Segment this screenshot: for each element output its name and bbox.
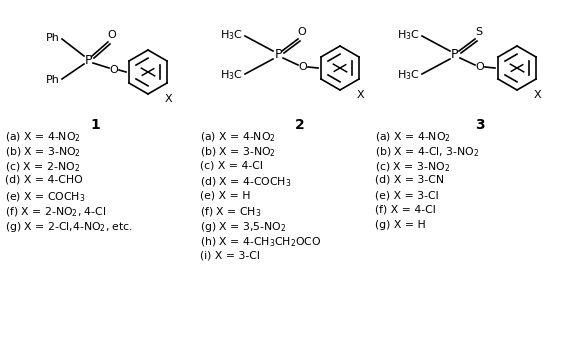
Text: (c) X = 4-Cl: (c) X = 4-Cl bbox=[200, 160, 263, 170]
Text: S: S bbox=[476, 27, 482, 37]
Text: (b) X = 3-NO$_2$: (b) X = 3-NO$_2$ bbox=[5, 145, 81, 158]
Text: (d) X = 4-COCH$_3$: (d) X = 4-COCH$_3$ bbox=[200, 175, 292, 189]
Text: (f) X = CH$_3$: (f) X = CH$_3$ bbox=[200, 205, 261, 218]
Text: O: O bbox=[299, 62, 307, 72]
Text: (e) X = H: (e) X = H bbox=[200, 190, 250, 200]
Text: (g) X = 2-Cl,4-NO$_2$, etc.: (g) X = 2-Cl,4-NO$_2$, etc. bbox=[5, 220, 133, 234]
Text: H$_3$C: H$_3$C bbox=[220, 68, 243, 82]
Text: O: O bbox=[476, 62, 484, 72]
Text: Ph: Ph bbox=[46, 75, 60, 85]
Text: O: O bbox=[297, 27, 307, 37]
Text: H$_3$C: H$_3$C bbox=[397, 68, 420, 82]
Text: 1: 1 bbox=[90, 118, 100, 132]
Text: (g) X = H: (g) X = H bbox=[375, 220, 426, 230]
Text: (i) X = 3-Cl: (i) X = 3-Cl bbox=[200, 250, 260, 260]
Text: (d) X = 3-CN: (d) X = 3-CN bbox=[375, 175, 444, 185]
Text: 3: 3 bbox=[475, 118, 485, 132]
Text: (e) X = COCH$_3$: (e) X = COCH$_3$ bbox=[5, 190, 85, 204]
Text: X: X bbox=[164, 94, 172, 104]
Text: H$_3$C: H$_3$C bbox=[397, 28, 420, 42]
Text: (c) X = 2-NO$_2$: (c) X = 2-NO$_2$ bbox=[5, 160, 80, 174]
Text: X: X bbox=[356, 90, 364, 100]
Text: (c) X = 3-NO$_2$: (c) X = 3-NO$_2$ bbox=[375, 160, 450, 174]
Text: (d) X = 4-CHO: (d) X = 4-CHO bbox=[5, 175, 83, 185]
Text: (e) X = 3-Cl: (e) X = 3-Cl bbox=[375, 190, 438, 200]
Text: X: X bbox=[533, 90, 541, 100]
Text: (b) X = 3-NO$_2$: (b) X = 3-NO$_2$ bbox=[200, 145, 276, 158]
Text: O: O bbox=[109, 65, 119, 75]
Text: O: O bbox=[108, 30, 116, 40]
Text: P: P bbox=[84, 54, 92, 67]
Text: 2: 2 bbox=[295, 118, 305, 132]
Text: H$_3$C: H$_3$C bbox=[220, 28, 243, 42]
Text: (g) X = 3,5-NO$_2$: (g) X = 3,5-NO$_2$ bbox=[200, 220, 286, 234]
Text: P: P bbox=[452, 48, 459, 61]
Text: (a) X = 4-NO$_2$: (a) X = 4-NO$_2$ bbox=[200, 130, 276, 144]
Text: P: P bbox=[274, 48, 282, 61]
Text: (b) X = 4-Cl, 3-NO$_2$: (b) X = 4-Cl, 3-NO$_2$ bbox=[375, 145, 480, 158]
Text: (f) X = 2-NO$_2$, 4-Cl: (f) X = 2-NO$_2$, 4-Cl bbox=[5, 205, 107, 218]
Text: Ph: Ph bbox=[46, 33, 60, 43]
Text: (a) X = 4-NO$_2$: (a) X = 4-NO$_2$ bbox=[5, 130, 81, 144]
Text: (a) X = 4-NO$_2$: (a) X = 4-NO$_2$ bbox=[375, 130, 451, 144]
Text: (f) X = 4-Cl: (f) X = 4-Cl bbox=[375, 205, 435, 215]
Text: (h) X = 4-CH$_3$CH$_2$OCO: (h) X = 4-CH$_3$CH$_2$OCO bbox=[200, 235, 321, 249]
